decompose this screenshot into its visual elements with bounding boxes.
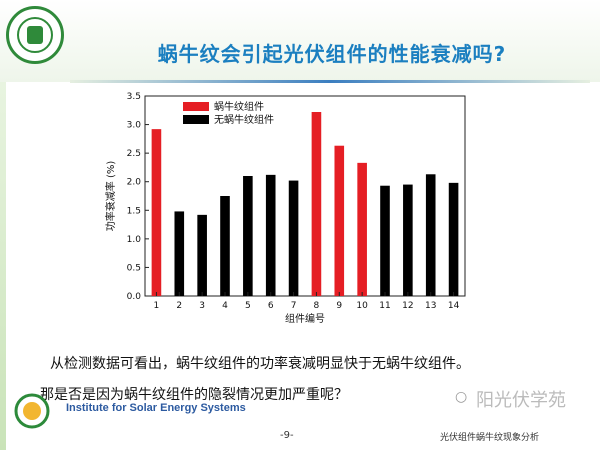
x-tick-label: 2 [176, 301, 182, 311]
y-tick-label: 2.5 [127, 149, 141, 159]
y-tick-label: 2.0 [127, 178, 142, 188]
x-tick-label: 9 [336, 301, 342, 311]
bar [265, 174, 276, 296]
x-tick-label: 11 [379, 301, 390, 311]
bar [151, 129, 162, 296]
university-logo [6, 6, 64, 64]
y-tick-label: 1.5 [127, 206, 141, 216]
y-tick-label: 3.0 [127, 121, 142, 131]
logo-ring [17, 17, 53, 53]
left-stripe [0, 82, 6, 450]
y-tick-label: 0.5 [127, 263, 141, 273]
y-tick-label: 1.0 [127, 235, 142, 245]
conclusion-line: 从检测数据可看出，蜗牛纹组件的功率衰减明显快于无蜗牛纹组件。 [50, 356, 470, 372]
bar [334, 145, 345, 296]
plot-area: 0.00.51.01.52.02.53.03.51 2 3 4 5 6 7 8 9 10 11 12 1… [127, 92, 466, 311]
x-tick-label: 4 [222, 301, 228, 311]
bar [380, 185, 390, 296]
x-tick-label: 12 [402, 301, 413, 311]
x-tick-label: 5 [245, 301, 251, 311]
y-tick-label: 0.0 [127, 292, 142, 302]
x-tick-label: 1 [154, 301, 160, 311]
legend-label: 无蜗牛纹组件 [214, 113, 274, 126]
legend-swatch [183, 102, 209, 111]
bar [425, 174, 436, 296]
x-tick-label: 14 [448, 301, 460, 311]
question-line: 那是否是因为蜗牛纹组件的隐裂情况更加严重呢？ [40, 387, 348, 403]
bar [243, 176, 253, 296]
legend-swatch [183, 115, 209, 124]
bar [288, 180, 299, 296]
bar [403, 184, 413, 296]
wechat-icon: ○ [455, 389, 468, 405]
page-number: -9- [280, 430, 294, 441]
slide-title: 蜗牛纹会引起光伏组件的性能衰减吗? [157, 42, 507, 66]
plot-frame [144, 95, 466, 297]
x-tick-label: 10 [356, 301, 368, 311]
bar [311, 112, 322, 296]
x-axis-label: 组件编号 [285, 312, 325, 325]
x-tick-label: 3 [199, 301, 205, 311]
x-tick-label: 13 [425, 301, 436, 311]
x-tick-label: 6 [268, 301, 274, 311]
ises-logo [14, 393, 50, 429]
bar-chart: 0.00.51.01.52.02.53.03.51 2 3 4 5 6 7 8 9 10 11 12 1… [104, 92, 466, 325]
watermark: 阳光伏学苑 [476, 390, 566, 411]
x-tick-label: 8 [314, 301, 320, 311]
header-band [0, 0, 600, 82]
logo-emblem [27, 26, 43, 44]
bar [357, 162, 367, 296]
legend-label: 蜗牛纹组件 [214, 100, 264, 113]
x-tick-label: 7 [291, 301, 297, 311]
title-divider [70, 80, 590, 83]
y-axis-label: 功率衰减率 (%) [104, 161, 117, 232]
footer-text: 光伏组件蜗牛纹现象分析 [440, 433, 540, 443]
ises-label: Institute for Solar Energy Systems [66, 402, 246, 414]
bar [197, 214, 207, 296]
y-tick-label: 3.5 [127, 92, 141, 102]
bar [448, 182, 459, 296]
bar [174, 211, 185, 296]
bar [220, 196, 230, 296]
